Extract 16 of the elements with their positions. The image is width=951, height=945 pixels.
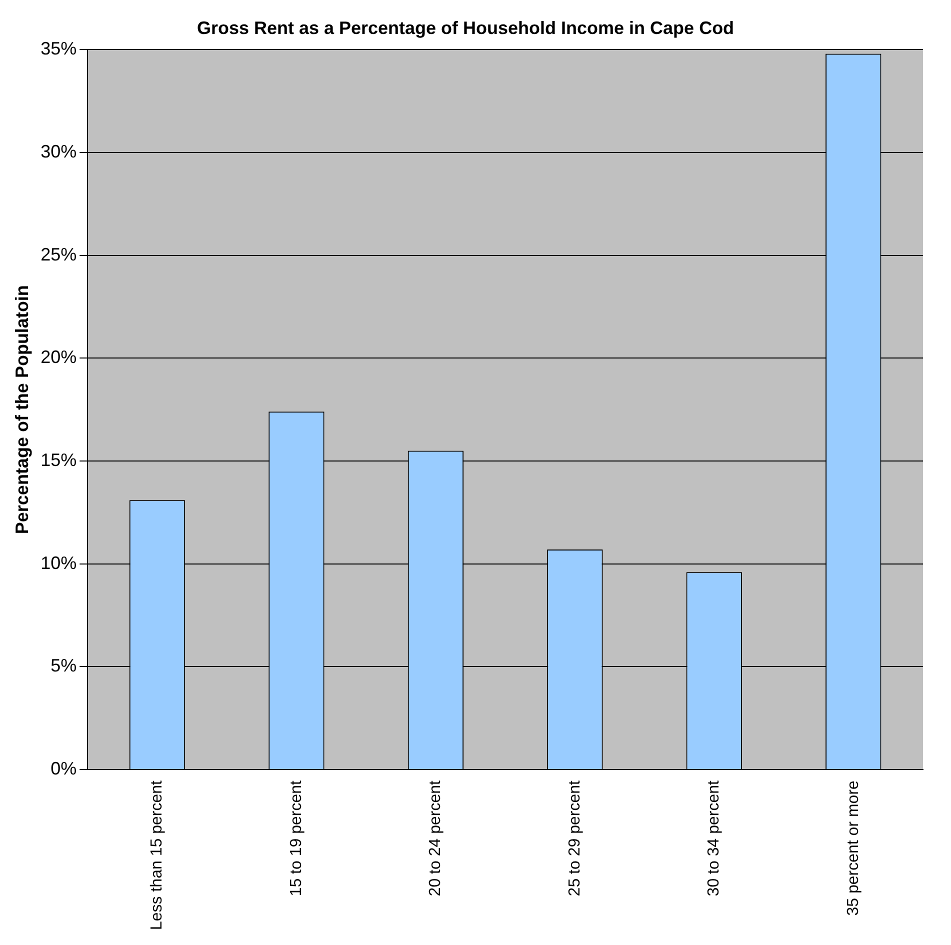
y-tick-label: 35% [40, 38, 77, 59]
y-axis-title: Percentage of the Populatoin [12, 285, 32, 534]
y-tick-label: 0% [50, 758, 77, 779]
y-tick-label: 20% [40, 347, 77, 368]
x-tick-label: 15 to 19 percent [288, 780, 305, 896]
x-tick-label: 35 percent or more [844, 780, 862, 916]
y-tick-label: 15% [40, 450, 77, 470]
x-tick-label: Less than 15 percent [148, 780, 166, 930]
y-tick-label: 30% [40, 141, 77, 162]
y-tick-label: 25% [40, 244, 77, 264]
x-tick-label: 20 to 24 percent [427, 780, 444, 896]
chart-title: Gross Rent as a Percentage of Household Income in Cape Cod [196, 18, 734, 38]
y-tick-label: 10% [40, 552, 77, 573]
y-tick-label: 5% [50, 656, 77, 676]
x-tick-label: 25 to 29 percent [566, 780, 584, 896]
x-tick-label: 30 to 34 percent [706, 780, 723, 896]
